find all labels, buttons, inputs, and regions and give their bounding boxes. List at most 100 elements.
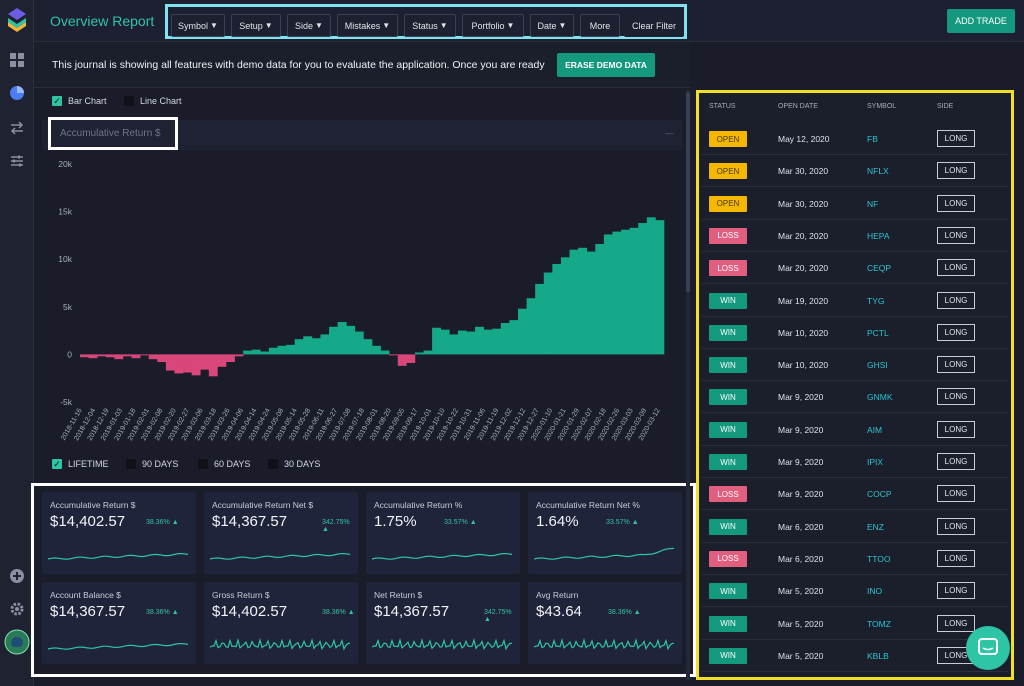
trade-row[interactable]: LOSS Mar 20, 2020 CEQP LONG — [702, 252, 1008, 285]
range-30-days[interactable]: 30 DAYS — [268, 459, 320, 469]
col-side-header[interactable]: SIDE — [937, 103, 954, 110]
chart-bar[interactable] — [114, 354, 124, 360]
col-open-date-header[interactable]: OPEN DATE — [778, 103, 818, 110]
chart-bar[interactable] — [251, 349, 261, 355]
symbol-link[interactable]: HEPA — [867, 230, 890, 241]
symbol-link[interactable]: TYG — [867, 295, 885, 306]
line-chart-toggle[interactable]: Line Chart — [124, 96, 182, 106]
symbol-link[interactable]: GNMK — [867, 392, 893, 403]
trade-row[interactable]: WIN Mar 10, 2020 GHSI LONG — [702, 349, 1008, 382]
trade-row[interactable]: OPEN May 12, 2020 FB LONG — [702, 123, 1008, 155]
chart-bar[interactable] — [303, 336, 313, 355]
trade-row[interactable]: WIN Mar 19, 2020 TYG LONG — [702, 285, 1008, 317]
symbol-link[interactable]: ENZ — [867, 521, 884, 532]
chart-bar[interactable] — [329, 326, 338, 355]
chart-bar[interactable] — [406, 354, 416, 363]
trade-row[interactable]: OPEN Mar 30, 2020 NF LONG — [702, 188, 1008, 220]
chat-support-button[interactable] — [966, 626, 1010, 670]
chart-bar[interactable] — [449, 334, 459, 355]
chart-bar[interactable] — [483, 329, 493, 355]
trade-row[interactable]: LOSS Mar 6, 2020 TTOO LONG — [702, 543, 1008, 575]
chart-bar[interactable] — [423, 350, 433, 355]
stat-card[interactable]: Accumulative Return % 1.75% 33.57% ▲ — [366, 492, 520, 574]
gear-icon[interactable] — [9, 601, 25, 617]
chart-bar[interactable] — [191, 354, 201, 376]
trade-row[interactable]: WIN Mar 6, 2020 ENZ LONG — [702, 511, 1008, 543]
symbol-link[interactable]: PCTL — [867, 327, 889, 338]
chart-bar[interactable] — [543, 272, 553, 355]
chart-bar[interactable] — [277, 345, 287, 355]
trade-row[interactable]: WIN Mar 5, 2020 KBLB LONG — [702, 640, 1008, 672]
chart-bar[interactable] — [603, 234, 613, 355]
stat-card[interactable]: Gross Return $ $14,402.57 38.36% ▲ — [204, 582, 358, 664]
chart-bar[interactable] — [397, 354, 407, 366]
chart-bar[interactable] — [655, 220, 665, 355]
chart-bar[interactable] — [389, 354, 399, 356]
chart-bar[interactable] — [346, 325, 356, 355]
chart-bar[interactable] — [414, 352, 424, 355]
filter-setup-button[interactable]: Setup ▼ — [231, 14, 281, 37]
filter-status-button[interactable]: Status ▼ — [404, 14, 456, 37]
symbol-link[interactable]: NFLX — [867, 166, 889, 177]
trades-exchange-icon[interactable] — [9, 120, 25, 136]
trade-row[interactable]: LOSS Mar 20, 2020 HEPA LONG — [702, 220, 1008, 252]
chart-bar[interactable] — [243, 350, 253, 355]
col-symbol-header[interactable]: SYMBOL — [867, 103, 897, 110]
chart-bar[interactable] — [621, 229, 630, 355]
chart-bar[interactable] — [97, 354, 107, 357]
chart-bar[interactable] — [440, 329, 450, 355]
chart-bar[interactable] — [578, 247, 588, 355]
erase-demo-data-button[interactable]: ERASE DEMO DATA — [557, 53, 655, 77]
chart-bar[interactable] — [165, 354, 175, 371]
avatar[interactable] — [4, 629, 30, 655]
chart-bar[interactable] — [552, 263, 562, 355]
chart-bar[interactable] — [569, 249, 579, 355]
chart-bar[interactable] — [320, 334, 330, 355]
chart-bar[interactable] — [337, 322, 347, 355]
chart-bar[interactable] — [234, 354, 244, 357]
stat-card[interactable]: Accumulative Return Net % 1.64% 33.57% ▲ — [528, 492, 682, 574]
symbol-link[interactable]: IPIX — [867, 457, 884, 467]
range-60-days[interactable]: 60 DAYS — [198, 459, 250, 469]
chart-bar[interactable] — [535, 283, 545, 355]
dashboard-icon[interactable] — [9, 52, 25, 68]
chart-scrollbar-track[interactable] — [686, 90, 690, 680]
chart-bar[interactable] — [432, 327, 442, 355]
chart-bar[interactable] — [526, 298, 536, 355]
chart-bar[interactable] — [88, 354, 98, 359]
stat-card[interactable]: Accumulative Return Net $ $14,367.57 342.7… — [204, 492, 358, 574]
symbol-link[interactable]: CEQP — [867, 263, 892, 274]
chart-bar[interactable] — [509, 320, 519, 355]
chart-bar[interactable] — [148, 354, 158, 360]
stat-card[interactable]: Account Balance $ $14,367.57 38.36% ▲ — [42, 582, 196, 664]
chart-bar[interactable] — [122, 354, 132, 357]
chart-bar[interactable] — [268, 347, 278, 355]
chart-bar[interactable] — [260, 351, 270, 355]
chart-bar[interactable] — [363, 339, 373, 355]
trade-row[interactable]: WIN Mar 5, 2020 TOMZ LONG — [702, 608, 1008, 640]
add-trade-button[interactable]: ADD TRADE — [947, 9, 1015, 33]
chart-bar[interactable] — [380, 350, 390, 355]
chart-bar[interactable] — [518, 308, 527, 355]
bar-chart-toggle[interactable]: ✓ Bar Chart — [52, 96, 107, 106]
col-status-header[interactable]: STATUS — [709, 103, 736, 110]
trade-row[interactable]: WIN Mar 10, 2020 PCTL LONG — [702, 317, 1008, 349]
symbol-link[interactable]: INO — [867, 586, 883, 597]
filter-side-button[interactable]: Side ▼ — [287, 14, 331, 37]
chart-bar[interactable] — [638, 223, 648, 355]
chart-bar[interactable] — [612, 231, 622, 355]
symbol-link[interactable]: GHSI — [867, 360, 888, 371]
symbol-link[interactable]: FB — [867, 134, 878, 144]
chart-bar[interactable] — [372, 345, 381, 355]
chart-bar[interactable] — [500, 322, 510, 355]
chart-bar[interactable] — [208, 354, 218, 377]
chart-bar[interactable] — [492, 328, 502, 355]
chart-bar[interactable] — [140, 354, 150, 356]
trade-row[interactable]: WIN Mar 5, 2020 INO LONG — [702, 575, 1008, 608]
trade-row[interactable]: WIN Mar 9, 2020 IPIX LONG — [702, 446, 1008, 478]
chart-bar[interactable] — [646, 217, 656, 355]
chart-bar[interactable] — [286, 344, 296, 355]
chart-scrollbar-thumb[interactable] — [686, 92, 690, 292]
chart-bar[interactable] — [457, 330, 467, 355]
chart-bar[interactable] — [595, 243, 605, 355]
